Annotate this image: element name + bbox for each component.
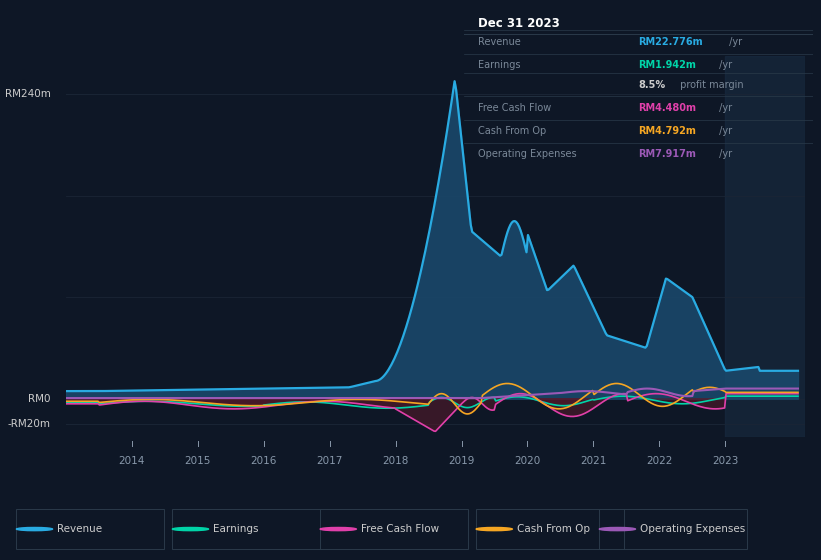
Text: 2020: 2020 [515, 456, 540, 466]
Text: RM240m: RM240m [5, 89, 51, 99]
Text: /yr: /yr [717, 126, 732, 136]
Text: 2021: 2021 [580, 456, 607, 466]
Text: Revenue: Revenue [57, 524, 103, 534]
Text: Operating Expenses: Operating Expenses [478, 150, 576, 159]
Text: /yr: /yr [717, 150, 732, 159]
Text: /yr: /yr [717, 60, 732, 70]
Text: 2016: 2016 [250, 456, 277, 466]
Text: RM4.480m: RM4.480m [639, 103, 696, 113]
Circle shape [599, 528, 635, 531]
Text: Cash From Op: Cash From Op [478, 126, 546, 136]
Bar [726, 56, 805, 437]
Text: 2018: 2018 [383, 456, 409, 466]
Text: Free Cash Flow: Free Cash Flow [361, 524, 439, 534]
Text: /yr: /yr [717, 103, 732, 113]
Text: RM7.917m: RM7.917m [639, 150, 696, 159]
Text: /yr: /yr [727, 37, 742, 47]
Circle shape [172, 528, 209, 531]
Text: RM4.792m: RM4.792m [639, 126, 696, 136]
Text: 2017: 2017 [316, 456, 342, 466]
Text: Revenue: Revenue [478, 37, 521, 47]
Text: RM1.942m: RM1.942m [639, 60, 696, 70]
Text: 2023: 2023 [713, 456, 739, 466]
Text: 2015: 2015 [185, 456, 211, 466]
Circle shape [16, 528, 53, 531]
Text: Dec 31 2023: Dec 31 2023 [478, 17, 560, 30]
Text: Earnings: Earnings [478, 60, 521, 70]
Circle shape [320, 528, 356, 531]
Text: -RM20m: -RM20m [8, 419, 51, 429]
Text: RM0: RM0 [29, 394, 51, 404]
Text: 2022: 2022 [646, 456, 672, 466]
Text: 8.5%: 8.5% [639, 80, 666, 90]
Text: 2014: 2014 [118, 456, 144, 466]
Text: Operating Expenses: Operating Expenses [640, 524, 745, 534]
Text: RM22.776m: RM22.776m [639, 37, 703, 47]
Text: Free Cash Flow: Free Cash Flow [478, 103, 551, 113]
Text: profit margin: profit margin [677, 80, 744, 90]
Text: Earnings: Earnings [213, 524, 259, 534]
Circle shape [476, 528, 512, 531]
Text: 2019: 2019 [448, 456, 475, 466]
Text: Cash From Op: Cash From Op [517, 524, 590, 534]
